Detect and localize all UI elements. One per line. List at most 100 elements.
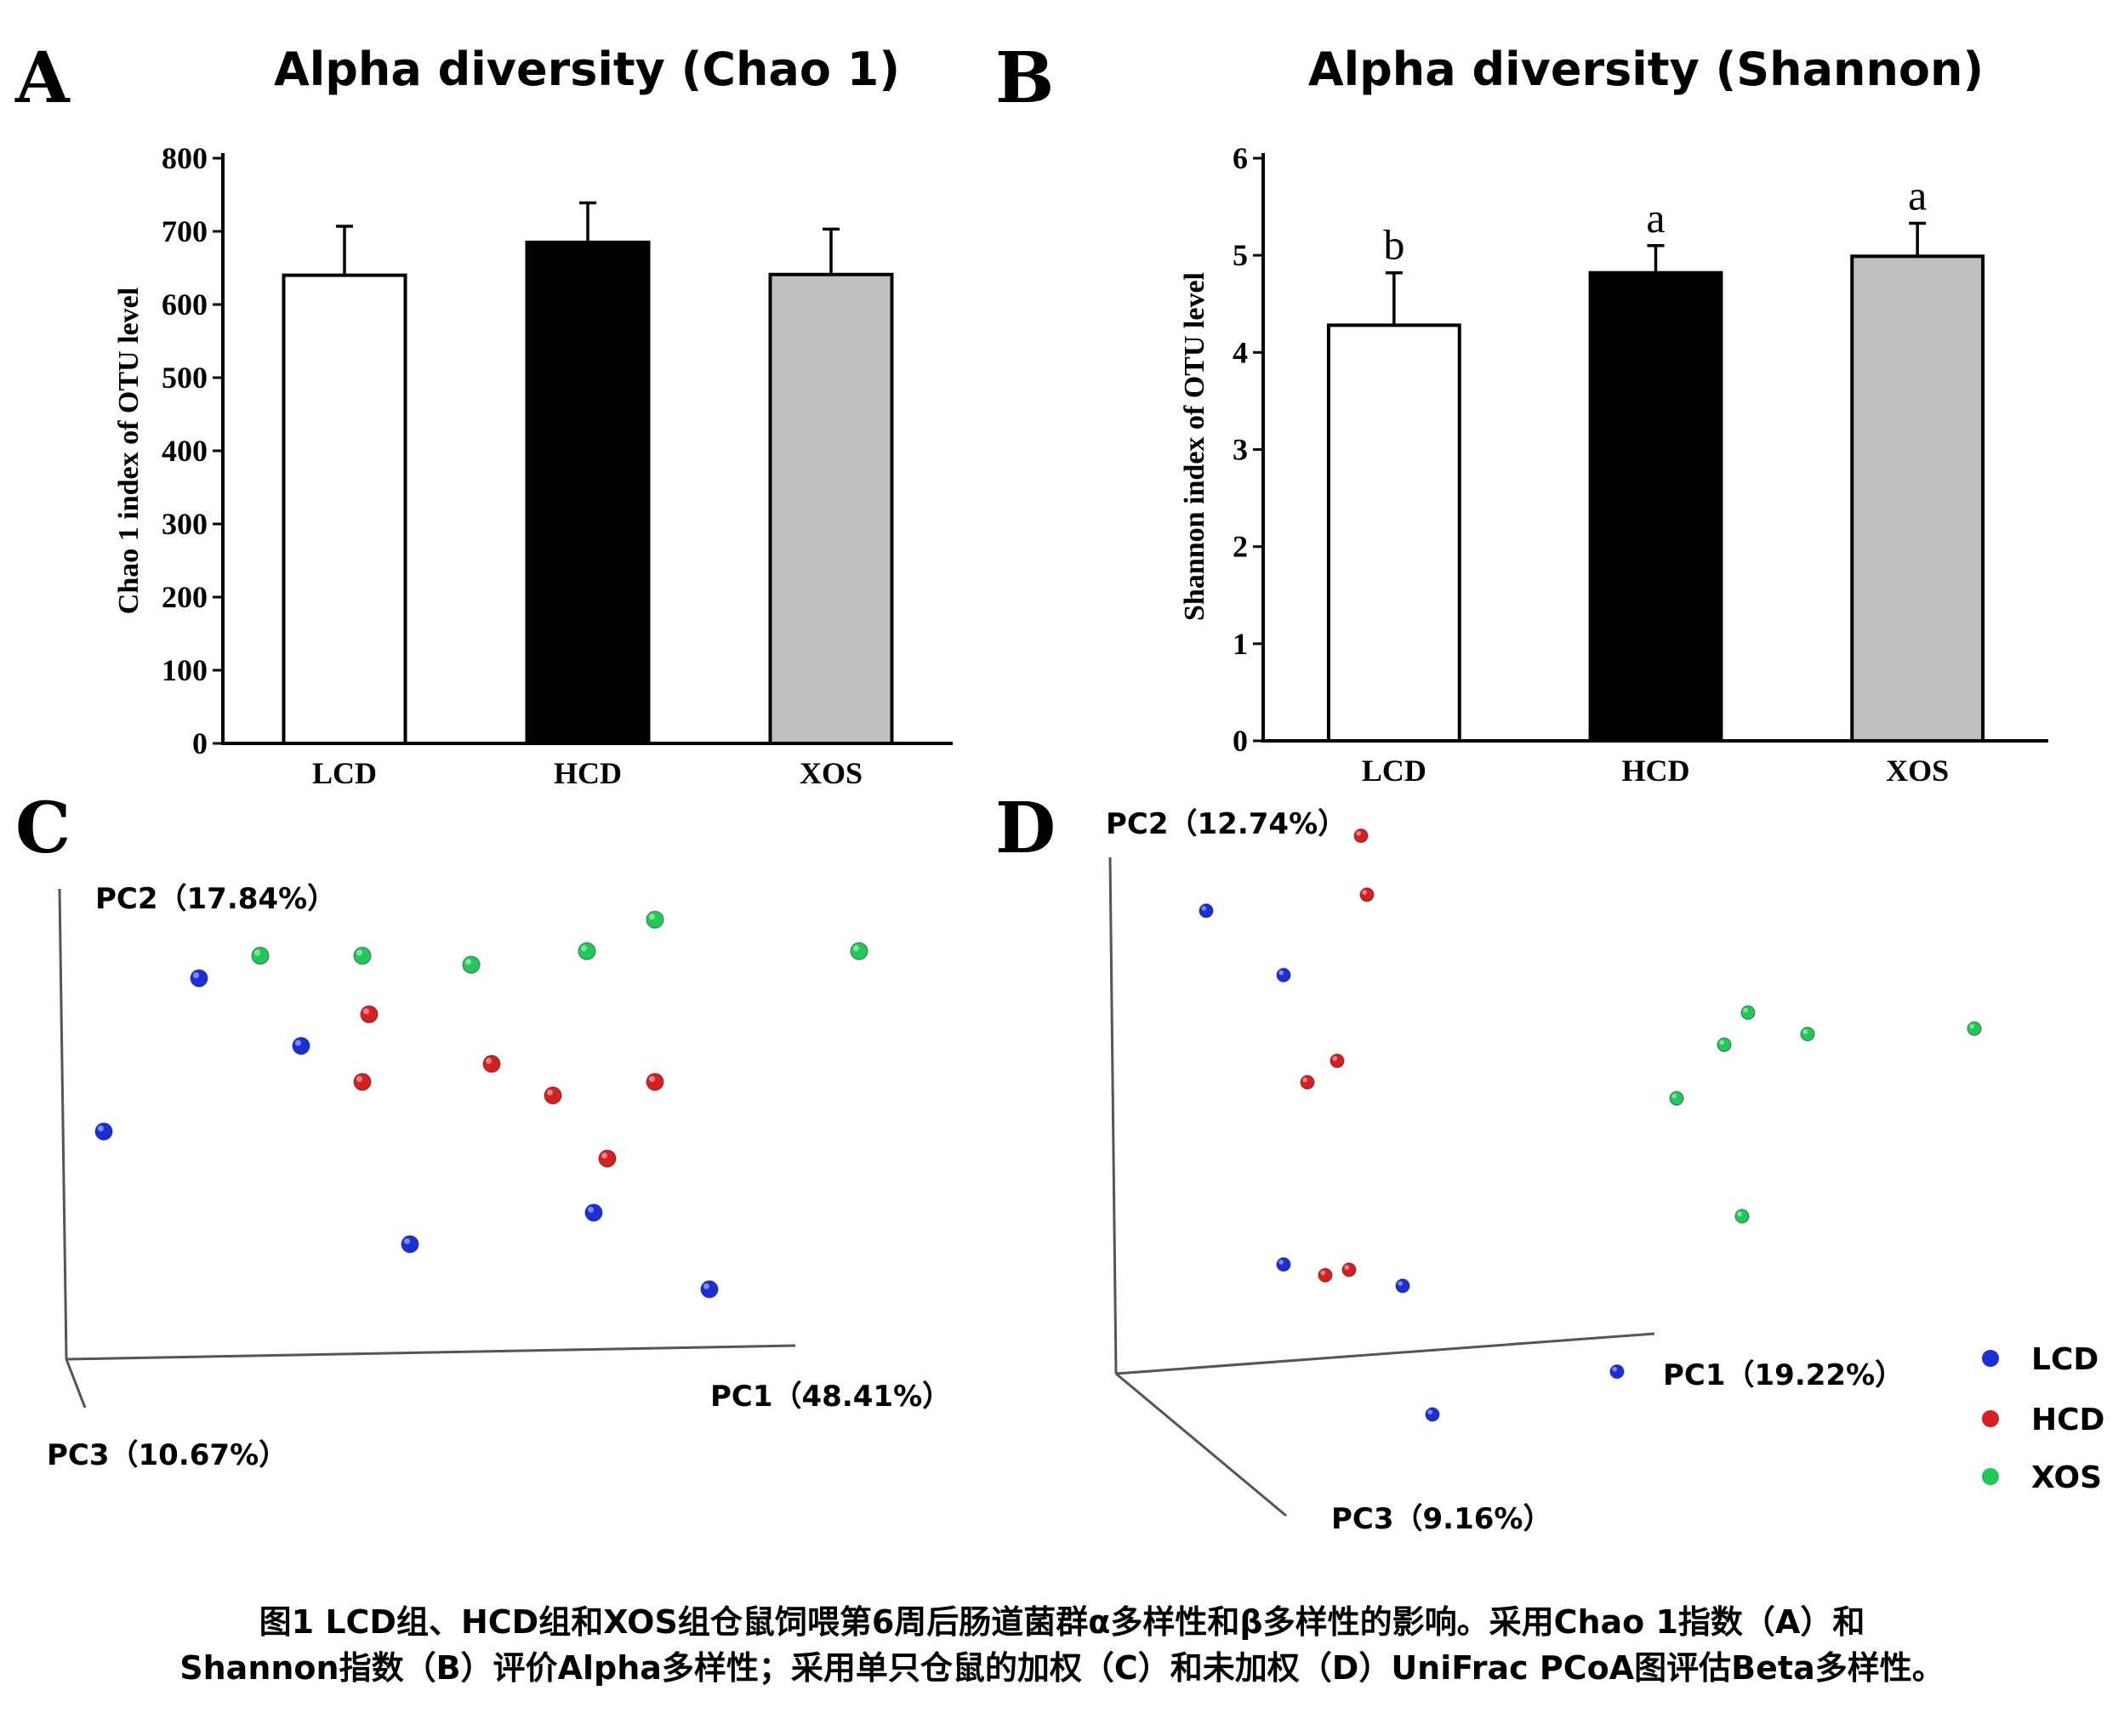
- panel-label-d: D: [995, 788, 1056, 869]
- point-lcd: [1395, 1278, 1410, 1294]
- y-tick-label: 0: [192, 726, 208, 760]
- point-highlight: [295, 1039, 301, 1046]
- point-xos: [1740, 1005, 1756, 1021]
- axis-label-pc2-c: PC2（17.84%）: [95, 882, 336, 916]
- y-axis-label-b: Shannon index of OTU level: [1179, 272, 1210, 621]
- point-lcd: [1276, 1256, 1291, 1272]
- x-tick-label: XOS: [800, 756, 863, 790]
- x-tick-label: XOS: [1886, 754, 1949, 788]
- y-axis-label-a: Chao 1 index of OTU level: [113, 287, 145, 614]
- chart-title-b: Alpha diversity (Shannon): [1308, 43, 1984, 96]
- point-highlight: [1427, 1409, 1432, 1414]
- panel-label-b: B: [995, 37, 1054, 119]
- figure-caption: 图1 LCD组、HCD组和XOS组仓鼠饲喂第6周后肠道菌群α多样性和β多样性的影…: [0, 1599, 2124, 1691]
- y-tick-label: 3: [1233, 433, 1248, 467]
- point-highlight: [601, 1153, 607, 1159]
- point-highlight: [1320, 1270, 1325, 1276]
- point-highlight: [1743, 1007, 1748, 1013]
- point-highlight: [1612, 1367, 1617, 1372]
- y-tick-label: 300: [162, 507, 208, 541]
- point-highlight: [1969, 1023, 1974, 1029]
- point-xos: [850, 942, 868, 961]
- point-highlight: [649, 914, 655, 920]
- legend-label-lcd: LCD: [2031, 1342, 2098, 1377]
- point-highlight: [356, 1076, 362, 1082]
- point-highlight: [547, 1089, 553, 1096]
- point-xos: [1967, 1021, 1982, 1037]
- point-lcd: [700, 1280, 719, 1299]
- point-hcd: [353, 1073, 372, 1091]
- axis-pc3-line-c: [65, 1358, 87, 1409]
- axis-pc3-line-d: [1115, 1372, 1287, 1517]
- axis-label-pc3-c: PC3（10.67%）: [47, 1438, 288, 1472]
- bar-xos: [1850, 254, 1985, 743]
- point-lcd: [1609, 1363, 1625, 1380]
- point-highlight: [1398, 1281, 1403, 1286]
- point-highlight: [1332, 1056, 1337, 1062]
- panel-c-pcoa: C PC2（17.84%） PC1（48.41%） PC3（10.67%）: [15, 788, 951, 1472]
- point-highlight: [1201, 906, 1206, 911]
- x-tick-label: LCD: [312, 756, 377, 790]
- bar-xos: [768, 272, 894, 745]
- caption-line-2: Shannon指数（B）评价Alpha多样性；采用单只仓鼠的加权（C）和未加权（…: [179, 1649, 1945, 1687]
- y-tick-label: 500: [162, 361, 208, 395]
- axis-pc1-line-c: [65, 1344, 796, 1361]
- legend: LCD HCD XOS: [1982, 1342, 2104, 1495]
- point-highlight: [465, 959, 471, 965]
- point-lcd: [1425, 1407, 1440, 1422]
- y-tick-label: 400: [162, 434, 208, 468]
- point-highlight: [1362, 890, 1367, 895]
- bar-hcd: [1588, 270, 1723, 743]
- bar-hcd: [525, 240, 651, 745]
- axis-pc1-line-d: [1115, 1332, 1655, 1375]
- point-highlight: [193, 972, 199, 979]
- point-highlight: [649, 1076, 655, 1082]
- y-tick-label: 5: [1233, 238, 1248, 272]
- point-hcd: [1300, 1074, 1315, 1090]
- point-lcd: [401, 1235, 419, 1254]
- scatter-points-c: [94, 910, 868, 1299]
- point-highlight: [1671, 1093, 1677, 1099]
- point-highlight: [1302, 1077, 1307, 1083]
- point-xos: [353, 946, 372, 965]
- panel-label-a: A: [14, 37, 71, 119]
- point-lcd: [1276, 967, 1291, 983]
- point-highlight: [1356, 831, 1361, 836]
- point-xos: [251, 946, 270, 965]
- axis-label-pc1-d: PC1（19.22%）: [1663, 1358, 1904, 1392]
- y-tick-label: 600: [162, 287, 208, 322]
- legend-label-hcd: HCD: [2031, 1403, 2104, 1437]
- point-highlight: [853, 945, 859, 952]
- point-highlight: [363, 1008, 369, 1015]
- point-hcd: [544, 1086, 562, 1105]
- point-xos: [462, 955, 481, 974]
- significance-letter: a: [1908, 171, 1927, 219]
- point-xos: [1717, 1037, 1732, 1053]
- y-tick-label: 700: [162, 214, 208, 248]
- point-highlight: [588, 1206, 594, 1213]
- point-hcd: [1330, 1053, 1345, 1068]
- legend-label-xos: XOS: [2031, 1460, 2102, 1495]
- point-hcd: [1341, 1262, 1357, 1278]
- point-lcd: [584, 1203, 603, 1222]
- point-lcd: [1199, 903, 1214, 919]
- y-tick-label: 200: [162, 580, 208, 614]
- point-hcd: [1318, 1267, 1333, 1283]
- point-highlight: [1737, 1211, 1742, 1216]
- point-xos: [578, 942, 596, 961]
- panel-d-pcoa: D PC2（12.74%） PC1（19.22%） PC3（9.16%） LCD…: [995, 788, 2104, 1536]
- x-tick-label: HCD: [554, 756, 622, 790]
- y-tick-label: 100: [162, 653, 208, 687]
- significance-letter: b: [1383, 221, 1404, 269]
- axis-label-pc2-d: PC2（12.74%）: [1106, 807, 1347, 841]
- point-xos: [646, 910, 664, 929]
- point-xos: [1669, 1090, 1684, 1107]
- point-lcd: [292, 1036, 310, 1056]
- legend-marker-hcd: [1982, 1410, 1999, 1427]
- legend-marker-lcd: [1982, 1350, 1999, 1367]
- axis-pc2-line-d: [1108, 857, 1118, 1375]
- point-hcd: [482, 1055, 501, 1073]
- point-highlight: [1344, 1265, 1349, 1270]
- point-hcd: [646, 1073, 664, 1091]
